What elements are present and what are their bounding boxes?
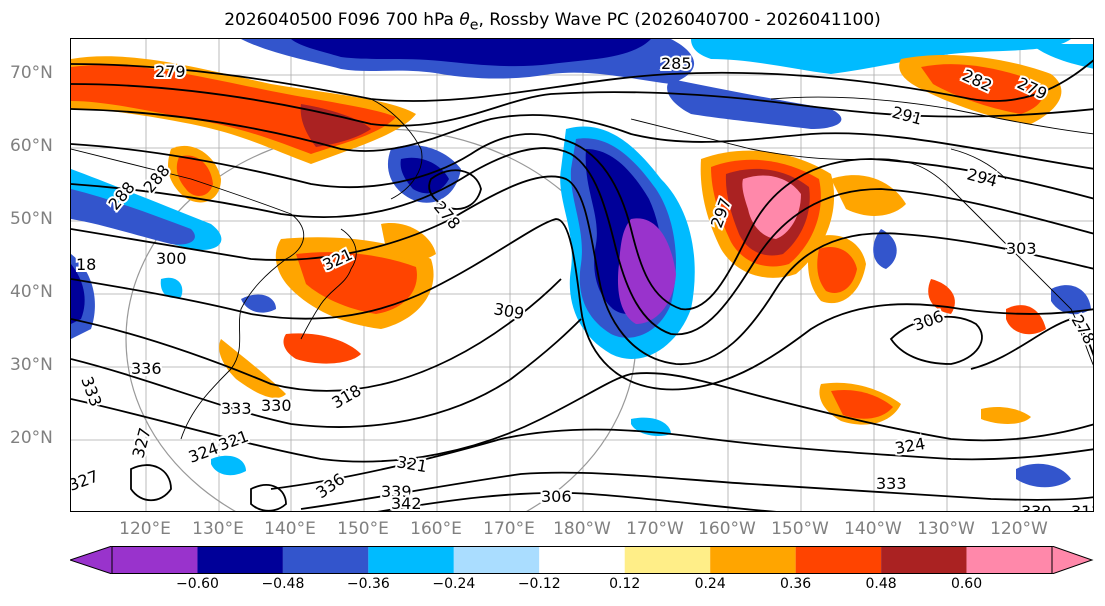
colorbar-segment	[795, 546, 882, 574]
map-title: 2026040500 F096 700 hPa θe, Rossby Wave …	[0, 10, 1105, 33]
contour-label: 327	[129, 426, 155, 460]
contour-label: 321	[216, 426, 251, 454]
colorbar-segment	[710, 546, 796, 574]
contour-label: 303	[1006, 239, 1037, 258]
lon-tick-label: 160°W	[698, 519, 756, 539]
colorbar-tick-label: −0.36	[346, 576, 390, 592]
contour-label: 342	[391, 494, 422, 512]
colorbar	[70, 546, 1094, 574]
contour-label: 327	[71, 466, 101, 494]
lat-tick-label: 30°N	[10, 355, 53, 375]
contour-label: 330	[261, 396, 292, 415]
lon-tick-label: 150°E	[337, 519, 389, 539]
contour-label: 278	[1068, 312, 1094, 348]
colorbar-extend-max	[1051, 546, 1094, 574]
colorbar-segment	[881, 546, 967, 574]
contour-label: 330	[1021, 502, 1052, 512]
colorbar-segment	[112, 546, 198, 574]
colorbar-segment	[624, 546, 711, 574]
contour-label: 306	[911, 306, 946, 334]
contour-label: 279	[155, 62, 186, 81]
colorbar-segment	[539, 546, 625, 574]
lon-tick-label: 160°E	[410, 519, 462, 539]
theta-e-contours	[71, 59, 1093, 511]
map-panel: 279 285 291 294 282 279 288 288 300 18 321 278 309 29…	[70, 38, 1094, 512]
colorbar-outline	[111, 546, 1053, 574]
contour-label: 324	[893, 434, 926, 458]
title-variable: θ	[459, 10, 470, 30]
colorbar-segment	[966, 546, 1052, 574]
colorbar-segment	[197, 546, 283, 574]
contour-label: 278	[430, 197, 464, 233]
colorbar-segment	[282, 546, 369, 574]
colorbar-tick-label: −0.24	[432, 576, 476, 592]
anomaly-shading	[71, 39, 1093, 488]
contour-label: 336	[312, 469, 348, 502]
colorbar-segment	[453, 546, 540, 574]
lon-tick-label: 120°E	[119, 519, 171, 539]
lat-tick-label: 20°N	[10, 428, 53, 448]
lon-tick-label: 130°W	[917, 519, 975, 539]
lat-tick-label: 70°N	[10, 63, 53, 83]
lon-tick-label: 120°W	[990, 519, 1048, 539]
contour-label: 339	[381, 482, 412, 501]
colorbar-tick-label: −0.12	[517, 576, 561, 592]
colorbar-tick-label: 0.36	[780, 576, 812, 592]
colorbar-tick-label: 0.24	[694, 576, 726, 592]
contour-label: 318	[329, 381, 365, 413]
lon-tick-label: 140°E	[264, 519, 316, 539]
coastlines	[71, 96, 1093, 440]
contour-label: 333	[876, 474, 907, 493]
colorbar-tick-label: 0.48	[865, 576, 897, 592]
colorbar-tick-label: 0.60	[950, 576, 983, 592]
contour-label: 300	[156, 249, 187, 268]
title-subscript: e	[469, 17, 479, 34]
colorbar-tick-label: −0.60	[176, 576, 219, 592]
lon-tick-label: 140°W	[844, 519, 902, 539]
colorbar-extend-min	[70, 546, 113, 574]
lon-tick-label: 150°W	[771, 519, 829, 539]
colorbar-tick-label: −0.48	[261, 576, 305, 592]
title-text-suffix: , Rossby Wave PC (2026040700 - 202604110…	[478, 10, 881, 30]
lon-tick-label: 130°E	[192, 519, 244, 539]
contour-label: 321	[395, 452, 428, 476]
contour-label: 291	[890, 103, 924, 129]
contour-label: 333	[221, 399, 252, 418]
lat-tick-label: 40°N	[10, 282, 53, 302]
contour-label: 285	[661, 54, 692, 73]
lon-tick-label: 170°W	[626, 519, 684, 539]
lon-tick-label: 180°W	[553, 519, 611, 539]
contour-label: 306	[541, 487, 572, 506]
title-text-prefix: 2026040500 F096 700 hPa	[224, 10, 460, 30]
contour-label: 309	[492, 299, 525, 323]
contour-label: 18	[76, 255, 96, 274]
lat-tick-label: 50°N	[10, 209, 53, 229]
colorbar-segment	[368, 546, 454, 574]
lon-tick-label: 170°E	[483, 519, 535, 539]
contour-label: 336	[131, 359, 162, 378]
contour-label: 333	[77, 374, 105, 409]
lat-tick-label: 60°N	[10, 136, 53, 156]
colorbar-tick-label: 0.12	[609, 576, 641, 592]
contour-label: 312	[1071, 502, 1094, 512]
